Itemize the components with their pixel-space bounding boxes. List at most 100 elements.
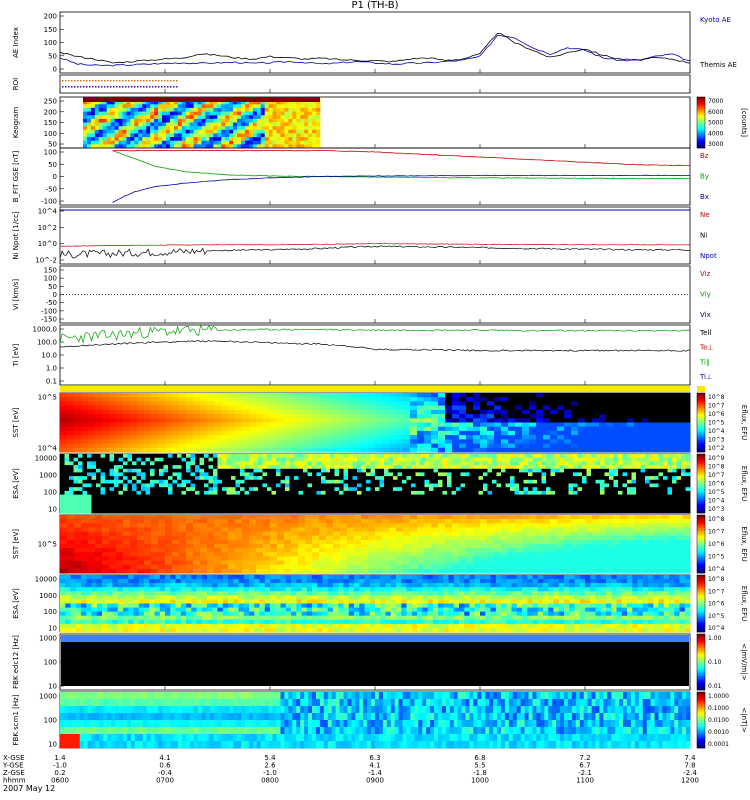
heatmap-cell (100, 498, 106, 503)
heatmap-cell (235, 439, 243, 444)
heatmap-cell (658, 479, 664, 484)
keogram-cell (268, 133, 273, 138)
heatmap-cell (347, 405, 355, 411)
heatmap-cell (195, 468, 200, 473)
heatmap-cell (578, 422, 586, 428)
heatmap-cell (158, 397, 166, 402)
heatmap-cell (640, 494, 646, 499)
heatmap-cell (249, 414, 257, 419)
ylabel-ti: Ti [eV] (12, 343, 20, 367)
keogram-cell (130, 140, 135, 145)
keogram-cell (134, 111, 139, 116)
heatmap-cell (213, 490, 218, 495)
heatmap-cell (208, 483, 214, 488)
keogram-cell (241, 118, 246, 123)
heatmap-cell (177, 501, 182, 506)
heatmap-cell (379, 501, 385, 506)
heatmap-cell (88, 535, 96, 541)
heatmap-cell (568, 476, 574, 481)
keogram-cell (237, 100, 242, 105)
heatmap-cell (217, 454, 223, 459)
keogram-cell (201, 144, 206, 149)
heatmap-cell (546, 476, 551, 481)
heatmap-cell (137, 447, 145, 453)
heatmap-cell (578, 439, 586, 444)
heatmap-cell (294, 494, 299, 499)
heatmap-cell (564, 501, 569, 506)
heatmap-cell (663, 498, 668, 503)
heatmap-cell (307, 483, 313, 488)
keogram-cell (173, 111, 179, 116)
keogram-cell (165, 104, 171, 109)
heatmap-cell (389, 405, 397, 411)
heatmap-cell (214, 447, 222, 453)
keogram-cell (165, 111, 171, 116)
heatmap-cell (339, 505, 344, 510)
heatmap-cell (165, 531, 173, 537)
heatmap-cell (662, 405, 670, 411)
heatmap-cell (649, 490, 655, 495)
heatmap-cell (151, 544, 159, 549)
keogram-cell (284, 100, 289, 105)
heatmap-cell (204, 498, 209, 503)
heatmap-cell (447, 505, 452, 510)
heatmap-cell (559, 461, 565, 466)
heatmap-cell (60, 435, 68, 440)
heatmap-cell (618, 472, 623, 477)
heatmap-cell (116, 409, 124, 415)
heatmap-cell (280, 501, 286, 506)
heatmap-cell (649, 465, 655, 470)
heatmap-cell (88, 519, 96, 524)
heatmap-cell (222, 476, 227, 481)
heatmap-cell (137, 426, 145, 432)
colorbar-step (697, 429, 705, 432)
heatmap-cell (424, 476, 430, 481)
heatmap-cell (312, 405, 320, 411)
roi-mark (149, 80, 151, 82)
heatmap-cell (431, 418, 439, 423)
keogram-cell (292, 100, 297, 105)
heatmap-cell (415, 505, 421, 510)
keogram-cell (237, 111, 242, 116)
heatmap-cell (207, 447, 215, 453)
heatmap-cell (510, 476, 515, 481)
heatmap-cell (321, 490, 326, 495)
heatmap-cell (469, 501, 475, 506)
heatmap-cell (242, 409, 250, 415)
heatmap-cell (557, 401, 565, 406)
heatmap-cell (123, 426, 131, 432)
heatmap-cell (478, 501, 484, 506)
heatmap-cell (382, 414, 390, 419)
heatmap-cell (662, 426, 670, 432)
heatmap-cell (501, 494, 506, 499)
heatmap-cell (145, 468, 151, 473)
heatmap-cell (145, 494, 151, 499)
heatmap-cell (307, 490, 313, 495)
keogram-cell (165, 140, 171, 145)
heatmap-cell (406, 505, 412, 510)
keogram-cell (272, 104, 277, 109)
colorbar-step (697, 112, 705, 114)
heatmap-cell (277, 405, 285, 411)
heatmap-cell (270, 422, 278, 428)
heatmap-cell (137, 430, 145, 436)
heatmap-cell (368, 397, 376, 402)
heatmap-cell (397, 498, 403, 503)
keogram-cell (102, 133, 108, 138)
heatmap-cell (663, 505, 668, 510)
heatmap-cell (262, 498, 268, 503)
heatmap-cell (231, 476, 236, 481)
heatmap-cell (397, 483, 403, 488)
keogram-cell (256, 115, 262, 120)
heatmap-cell (87, 457, 92, 462)
heatmap-cell (420, 465, 425, 470)
heatmap-cell (473, 401, 481, 406)
heatmap-cell (396, 409, 404, 415)
heatmap-cell (487, 393, 495, 398)
heatmap-cell (636, 468, 641, 473)
heatmap-cell (240, 457, 245, 462)
heatmap-cell (370, 498, 376, 503)
heatmap-cell (681, 468, 686, 473)
heatmap-cell (600, 509, 605, 514)
heatmap-cell (627, 418, 635, 423)
